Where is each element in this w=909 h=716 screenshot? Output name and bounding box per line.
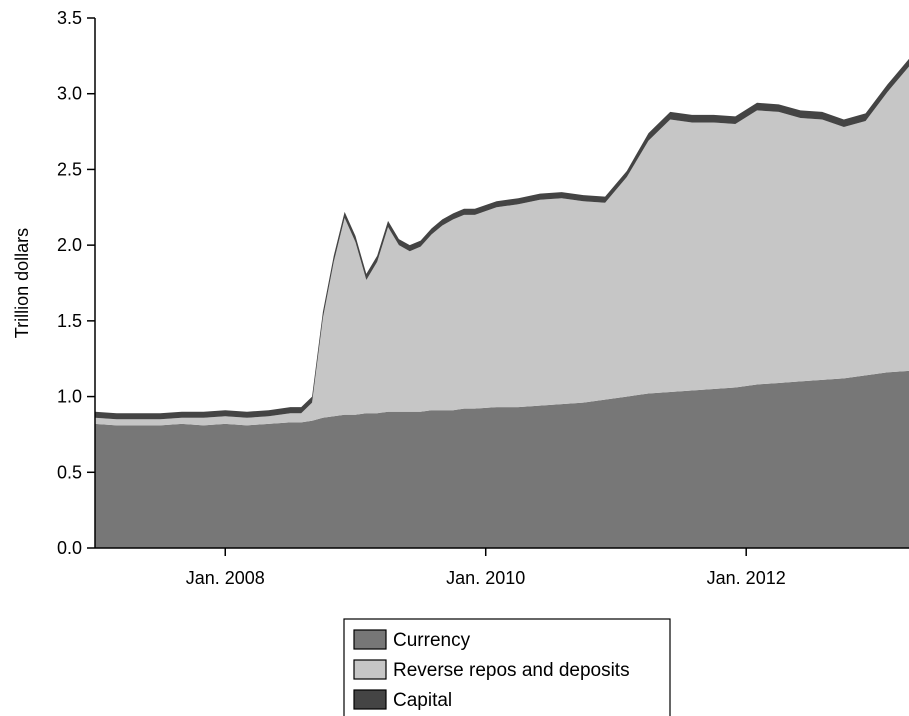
chart-areas bbox=[95, 58, 909, 548]
legend-label: Capital bbox=[393, 690, 452, 711]
legend-box bbox=[343, 618, 671, 716]
x-tick-label: Jan. 2012 bbox=[707, 568, 786, 588]
y-tick-label: 2.0 bbox=[57, 235, 82, 255]
x-axis: Jan. 2008 Jan. 2010 Jan. 2012 bbox=[95, 547, 909, 588]
y-tick-label: 3.0 bbox=[57, 84, 82, 104]
y-tick-label: 1.5 bbox=[57, 311, 82, 331]
x-tick-label: Jan. 2010 bbox=[446, 568, 525, 588]
area-series-1 bbox=[95, 66, 909, 426]
y-tick-label: 0.0 bbox=[57, 538, 82, 558]
y-tick-label: 3.5 bbox=[57, 8, 82, 28]
legend: Currency Reverse repos and deposits Capita… bbox=[343, 618, 671, 716]
y-tick-label: 0.5 bbox=[57, 462, 82, 482]
legend-swatch bbox=[353, 659, 387, 680]
x-tick-label: Jan. 2008 bbox=[186, 568, 265, 588]
y-axis-label: Trillion dollars bbox=[12, 228, 32, 338]
legend-swatch bbox=[353, 629, 387, 650]
y-axis: 0.0 0.5 1.0 1.5 2.0 2.5 3.0 3.5 bbox=[57, 8, 96, 558]
legend-label: Reverse repos and deposits bbox=[393, 660, 630, 681]
y-tick-label: 2.5 bbox=[57, 159, 82, 179]
area-series-0 bbox=[95, 370, 909, 548]
y-tick-label: 1.0 bbox=[57, 387, 82, 407]
legend-swatch bbox=[353, 689, 387, 710]
legend-label: Currency bbox=[393, 630, 471, 651]
